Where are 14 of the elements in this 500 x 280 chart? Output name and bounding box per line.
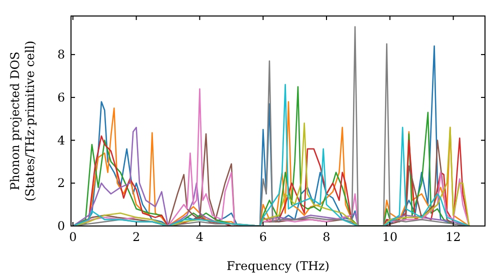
x-tick-label: 12 xyxy=(446,230,461,244)
y-tick-label: 2 xyxy=(57,176,65,190)
y-axis-title: Phonon projected DOS (States/THz·primitive cell) xyxy=(8,40,37,202)
x-tick-label: 2 xyxy=(132,230,140,244)
x-tick-label: 10 xyxy=(382,230,398,244)
x-tick-label: 6 xyxy=(259,230,267,244)
y-tick-label: 8 xyxy=(57,48,65,62)
y-tick-label: 6 xyxy=(57,90,65,104)
x-tick-label: 8 xyxy=(322,230,330,244)
y-tick-label: 4 xyxy=(57,133,66,148)
x-tick-label: 4 xyxy=(196,230,204,244)
y-tick-label: 0 xyxy=(57,219,65,233)
x-tick-label: 0 xyxy=(69,230,77,244)
x-axis-title: Frequency (THz) xyxy=(226,259,330,273)
